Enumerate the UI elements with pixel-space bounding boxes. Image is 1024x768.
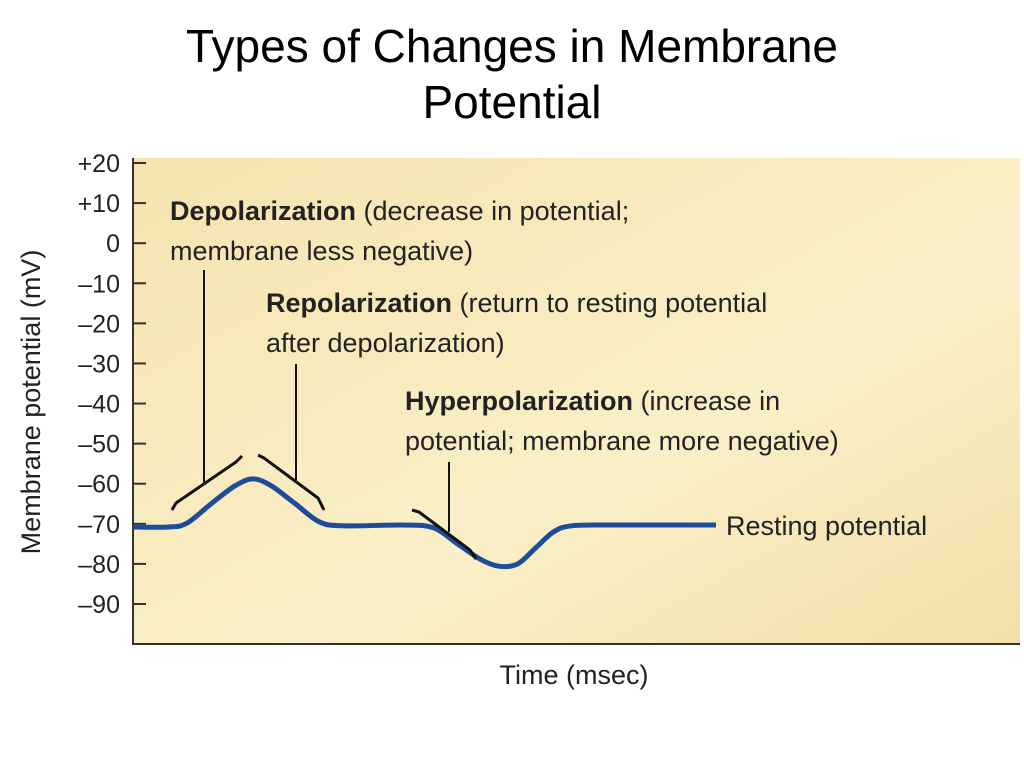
y-tick-label: +20 [78,150,120,178]
y-tick-label: 0 [106,230,120,258]
y-axis-label: Membrane potential (mV) [16,250,46,555]
depolarization-annotation-line-2: membrane less negative) [170,236,473,266]
y-tick-label: –40 [78,391,120,419]
y-tick-label: +10 [78,190,120,218]
y-tick-label: –50 [78,431,120,459]
membrane-potential-line [132,476,717,570]
y-ticks: +20 +10 0 –10 –20 –30 –40 –50 –60 –70 –80 –90 [78,150,146,619]
hyperpolarization-bracket [411,508,478,560]
y-tick-label: –80 [78,551,120,579]
y-tick-label: –30 [78,350,120,378]
y-tick-label: –70 [78,511,120,539]
slide-title-line-1: Types of Changes in Membrane [185,20,839,72]
repolarization-annotation-line-2: after depolarization) [266,328,505,358]
phase-brackets [170,453,478,560]
slide-title: Types of Changes in Membrane Potential [0,18,1024,130]
y-tick-label: –20 [78,310,120,338]
repolarization-bracket [257,453,326,511]
hyperpolarization-annotation-line-2: potential; membrane more negative) [405,426,839,456]
repolarization-desc: (return to resting potential [452,288,767,318]
repolarization-term: Repolarization [266,288,452,318]
resting-potential-label: Resting potential [726,511,927,541]
hyperpolarization-term: Hyperpolarization [405,386,633,416]
hyperpolarization-desc: (increase in [633,386,780,416]
slide-title-line-2: Potential [422,76,602,128]
plot-area [133,158,1020,644]
y-tick-label: –90 [78,591,120,619]
y-tick-label: –60 [78,471,120,499]
y-tick-label: –10 [78,270,120,298]
hyperpolarization-annotation: Hyperpolarization (increase in [405,386,780,416]
depolarization-annotation: Depolarization (decrease in potential; [170,196,629,226]
repolarization-annotation: Repolarization (return to resting potent… [266,288,767,318]
leader-lines [203,270,450,532]
depolarization-bracket [170,454,244,511]
x-axis-label: Time (msec) [500,660,649,690]
depolarization-term: Depolarization [170,196,356,226]
depolarization-desc: (decrease in potential; [356,196,629,226]
